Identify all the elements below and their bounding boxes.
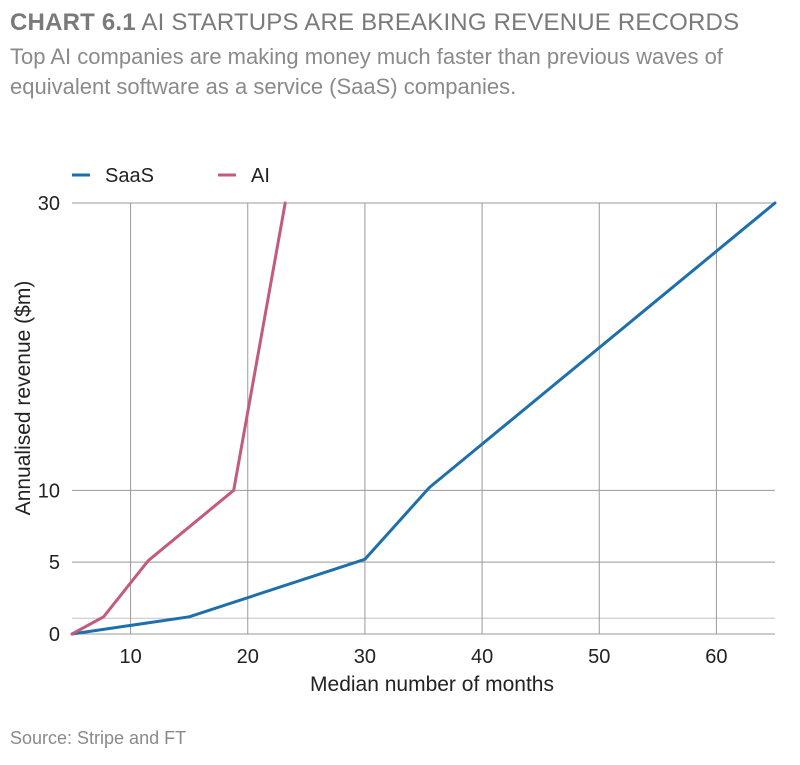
x-tick-label: 20 xyxy=(237,646,259,668)
legend-label-ai: AI xyxy=(251,165,270,187)
x-tick-label: 40 xyxy=(471,646,493,668)
x-tick-label: 50 xyxy=(588,646,610,668)
legend-label-saas: SaaS xyxy=(105,165,154,187)
x-tick-label: 60 xyxy=(705,646,727,668)
y-tick-label: 0 xyxy=(49,624,60,646)
y-tick-label: 10 xyxy=(38,480,60,502)
y-tick-label: 5 xyxy=(49,552,60,574)
y-axis-title: Annualised revenue ($m) xyxy=(12,281,35,516)
x-tick-label: 10 xyxy=(119,646,141,668)
chart-title-text: AI STARTUPS ARE BREAKING REVENUE RECORDS xyxy=(141,9,740,36)
x-tick-label: 30 xyxy=(354,646,376,668)
source-note: Source: Stripe and FT xyxy=(10,728,187,748)
x-axis-title: Median number of months xyxy=(310,673,554,696)
y-tick-label: 30 xyxy=(38,193,60,215)
series-line-ai xyxy=(70,201,287,636)
chart-header: CHART 6.1 AI STARTUPS ARE BREAKING REVEN… xyxy=(10,8,770,102)
chart-title: CHART 6.1 AI STARTUPS ARE BREAKING REVEN… xyxy=(10,8,770,38)
chart-subtitle: Top AI companies are making money much f… xyxy=(10,44,723,99)
series-line-saas xyxy=(70,201,777,636)
chart-number: CHART 6.1 xyxy=(10,9,136,36)
